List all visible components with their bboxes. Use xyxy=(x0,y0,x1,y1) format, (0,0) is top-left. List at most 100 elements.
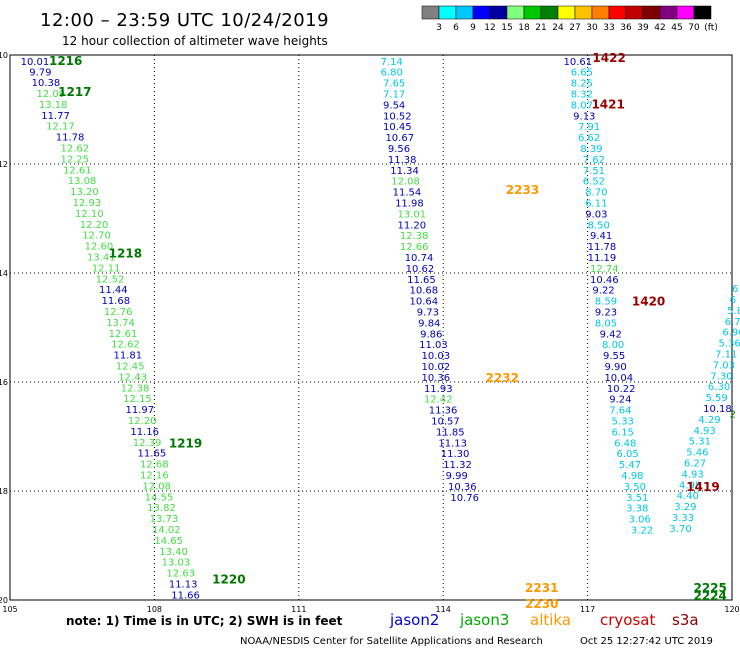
time-label: 1216 xyxy=(49,54,82,68)
wave-height-label: 9.03 xyxy=(585,209,607,220)
wave-height-label: 13.41 xyxy=(87,252,116,263)
color-scale-label: 21 xyxy=(535,23,546,33)
x-tick-label: 111 xyxy=(291,605,306,614)
wave-height-label: 11.81 xyxy=(113,351,142,362)
wave-height-label: 6.65 xyxy=(571,68,593,79)
wave-height-label: 8.32 xyxy=(571,90,593,101)
x-tick-label: 105 xyxy=(2,605,17,614)
wave-height-label: 9.55 xyxy=(603,351,625,362)
color-swatch xyxy=(472,5,491,20)
wave-height-label: 10.03 xyxy=(422,351,451,362)
time-label: 2225 xyxy=(693,581,726,595)
wave-height-label: 10.68 xyxy=(410,286,439,297)
wave-height-label: 12.39 xyxy=(133,438,162,449)
wave-height-label: 8.25 xyxy=(571,79,593,90)
wave-height-label: 11.65 xyxy=(138,449,167,460)
color-swatch xyxy=(676,5,695,20)
wave-height-label: 13.08 xyxy=(68,176,97,187)
wave-height-label: 10.52 xyxy=(383,111,412,122)
wave-height-label: 12.20 xyxy=(80,220,109,231)
time-label: 1217 xyxy=(58,85,91,99)
wave-height-label: 7.11 xyxy=(715,349,737,360)
wave-height-label: 12.68 xyxy=(140,460,169,471)
wave-height-label: 4.98 xyxy=(679,480,701,491)
wave-height-label: 12.09 xyxy=(36,89,65,100)
x-tick-label: 117 xyxy=(580,605,595,614)
wave-height-label: 9.22 xyxy=(592,286,614,297)
wave-height-label: 10.36 xyxy=(448,482,477,493)
wave-height-label: 11.30 xyxy=(441,449,470,460)
wave-height-label: 4.40 xyxy=(677,491,699,502)
wave-height-label: 13.40 xyxy=(159,547,188,558)
wave-height-label: 8.70 xyxy=(585,188,607,199)
wave-height-label: 9.99 xyxy=(446,471,468,482)
wave-height-label: 13.01 xyxy=(397,209,426,220)
wave-height-label: 9.13 xyxy=(573,111,595,122)
color-scale-legend: 3 6 9 12 15 18 21 24 27 30 33 36 39 42 45 70 (ft) xyxy=(421,5,718,33)
wave-height-label: 9.73 xyxy=(417,308,439,319)
time-labels: 1216 1217 1218 1219 1220 2233 2232 2231 2230 1422… xyxy=(49,51,727,611)
wave-height-label: 5.47 xyxy=(619,460,641,471)
wave-height-label: 3.38 xyxy=(626,504,648,515)
wave-height-label: 11.32 xyxy=(443,460,472,471)
wave-height-label: 10.67 xyxy=(385,133,414,144)
satellite-legend-item: cryosat xyxy=(600,611,655,629)
wave-height-label: 12.38 xyxy=(400,231,429,242)
wave-height-label: 11.13 xyxy=(169,579,198,590)
wave-height-label: 12.52 xyxy=(96,274,125,285)
color-swatch xyxy=(591,5,610,20)
wave-height-label: 7.65 xyxy=(383,79,405,90)
wave-height-label: 13.74 xyxy=(106,318,135,329)
wave-height-label: 10.18 xyxy=(703,404,732,415)
color-scale-label: 12 xyxy=(484,23,495,33)
x-tick-label: 120 xyxy=(724,605,739,614)
wave-height-label: 13.18 xyxy=(39,100,68,111)
wave-height-label: 5.31 xyxy=(689,437,711,448)
wave-height-label: 12.25 xyxy=(61,154,90,165)
wave-height-label: 11.36 xyxy=(429,406,458,417)
wave-height-label: 6.27 xyxy=(684,458,706,469)
wave-height-label: 10.01 xyxy=(21,57,50,68)
data-values: 10.019.7910.3812.0913.1811.7712.1711.781… xyxy=(21,57,740,602)
wave-height-label: 6.11 xyxy=(585,199,607,210)
wave-height-label: 5.46 xyxy=(686,448,708,459)
color-swatch xyxy=(438,5,457,20)
color-swatch xyxy=(506,5,525,20)
time-label: 1422 xyxy=(592,51,625,65)
color-swatch xyxy=(523,5,542,20)
wave-height-label: 6.52 xyxy=(583,177,605,188)
wave-height-label: 11.85 xyxy=(436,427,465,438)
wave-height-label: 3.06 xyxy=(629,515,651,526)
wave-height-label: 10.46 xyxy=(590,275,619,286)
time-label: 2231 xyxy=(525,581,558,595)
y-tick-label: 18 xyxy=(0,487,8,496)
wave-height-label: 11.78 xyxy=(56,133,85,144)
wave-height-label: 6.48 xyxy=(614,438,636,449)
color-swatch xyxy=(421,5,440,20)
wave-height-label: 12.61 xyxy=(109,329,138,340)
wave-height-label: 10.64 xyxy=(410,297,439,308)
wave-height-label: 12.62 xyxy=(61,143,90,154)
wave-height-label: 7.51 xyxy=(583,166,605,177)
wave-height-label: 11.19 xyxy=(588,253,617,264)
wave-height-label: 5.59 xyxy=(706,393,728,404)
wave-height-label: 11.97 xyxy=(126,405,155,416)
wave-height-label: 12.10 xyxy=(75,209,104,220)
wave-height-label: 12.66 xyxy=(400,242,429,253)
wave-height-label: 11.93 xyxy=(424,384,453,395)
wave-height-label: 9.54 xyxy=(383,100,405,111)
wave-height-label: 2 xyxy=(730,409,736,420)
wave-height-label: 3.51 xyxy=(626,493,648,504)
color-swatch xyxy=(693,5,712,20)
wave-height-label: 4.98 xyxy=(621,471,643,482)
wave-height-label: 12.74 xyxy=(590,264,619,275)
wave-height-label: 3.29 xyxy=(674,502,696,513)
wave-height-label: 12.08 xyxy=(142,481,171,492)
color-scale-label: 42 xyxy=(654,23,665,33)
color-scale-label: 6 xyxy=(453,23,459,33)
chart-subtitle: 12 hour collection of altimeter wave hei… xyxy=(62,34,328,48)
wave-height-label: 8.39 xyxy=(580,144,602,155)
y-tick-label: 12 xyxy=(0,160,8,169)
y-tick-label: 10 xyxy=(0,51,8,60)
